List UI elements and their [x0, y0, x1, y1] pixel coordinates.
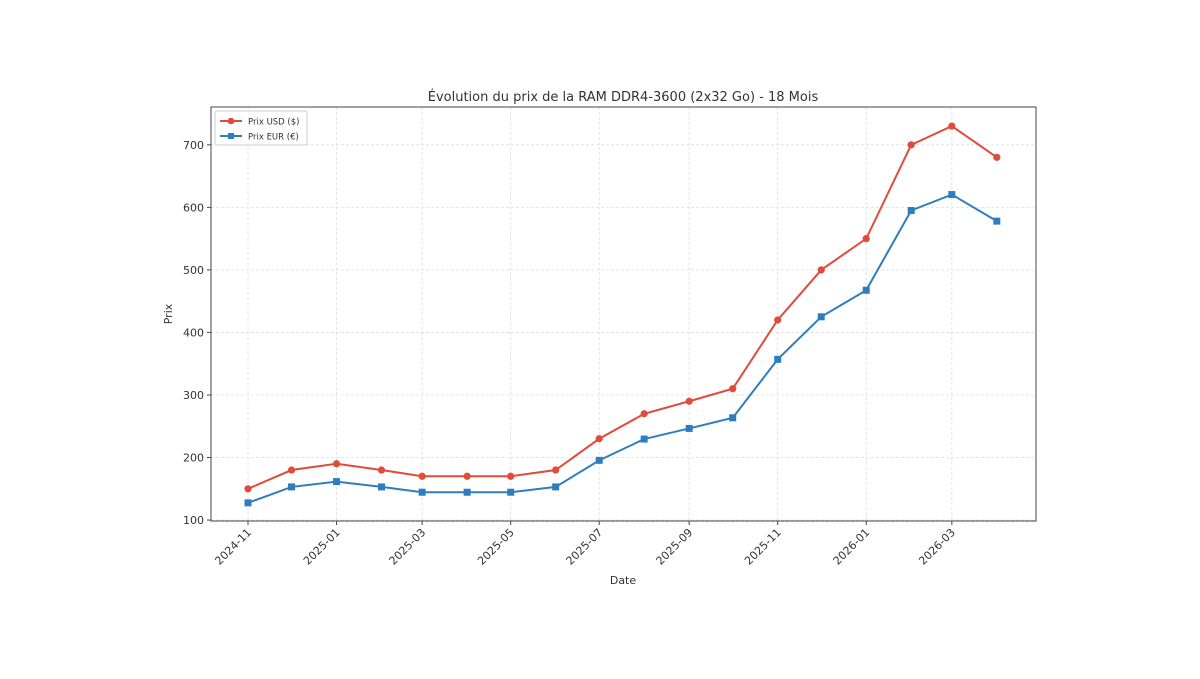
data-point — [595, 456, 603, 464]
data-point — [685, 397, 693, 405]
data-point — [418, 488, 426, 496]
data-point — [418, 472, 426, 480]
data-point — [817, 313, 825, 321]
y-tick-label: 700 — [183, 139, 204, 152]
y-tick-label: 200 — [183, 452, 204, 465]
x-tick-label: 2024-11 — [212, 526, 254, 568]
data-point — [948, 191, 956, 199]
data-point — [862, 286, 870, 294]
series-line — [247, 193, 998, 504]
legend-label: Prix EUR (€) — [248, 133, 299, 143]
y-axis-label: Prix — [162, 303, 175, 324]
series-usd — [244, 122, 1001, 493]
y-tick-label: 400 — [183, 326, 204, 339]
x-tick-label: 2025-07 — [564, 526, 606, 568]
x-tick-label: 2025-09 — [654, 526, 696, 568]
y-tick-label: 600 — [183, 201, 204, 214]
plot-frame — [210, 106, 1037, 522]
data-point — [729, 414, 737, 422]
x-tick-label: 2025-11 — [742, 526, 784, 568]
data-point — [993, 153, 1001, 161]
y-tick-label: 300 — [183, 389, 204, 402]
data-point — [378, 483, 386, 491]
data-point — [552, 483, 560, 491]
data-point — [774, 316, 782, 324]
data-point — [817, 266, 825, 274]
data-point — [774, 355, 782, 363]
data-point — [507, 472, 515, 480]
data-point — [507, 488, 515, 496]
x-tick-label: 2026-03 — [916, 526, 958, 568]
data-point — [552, 466, 560, 474]
x-tick-label: 2026-01 — [831, 526, 873, 568]
data-point — [333, 478, 341, 486]
series-eur — [244, 191, 1001, 507]
data-point — [907, 207, 915, 214]
data-point — [948, 122, 956, 130]
data-point — [993, 217, 1001, 225]
x-axis-label: Date — [610, 574, 637, 587]
data-point — [463, 472, 471, 480]
legend-label: Prix USD ($) — [248, 118, 299, 128]
legend-marker — [228, 133, 234, 139]
data-point — [463, 488, 471, 496]
data-point — [332, 460, 341, 468]
data-point — [287, 466, 296, 474]
data-point — [685, 424, 693, 432]
legend: Prix USD ($) Prix EUR (€) — [214, 110, 308, 146]
data-point — [244, 485, 252, 493]
x-tick-label: 2025-05 — [475, 526, 517, 568]
series-line — [247, 124, 998, 490]
data-point — [595, 435, 603, 443]
data-point — [907, 141, 915, 149]
x-tick-label: 2025-01 — [301, 526, 343, 568]
y-tick-label: 100 — [183, 514, 204, 527]
y-tick-label: 500 — [183, 264, 204, 277]
data-point — [640, 410, 648, 418]
data-point — [244, 499, 252, 507]
data-point — [377, 466, 386, 474]
x-tick-label: 2025-03 — [387, 526, 429, 568]
data-point — [862, 235, 870, 243]
data-point — [288, 483, 296, 491]
legend-marker — [227, 117, 235, 125]
chart-title: Évolution du prix de la RAM DDR4-3600 (2… — [428, 89, 819, 105]
data-point — [640, 435, 648, 443]
data-point — [729, 385, 737, 393]
